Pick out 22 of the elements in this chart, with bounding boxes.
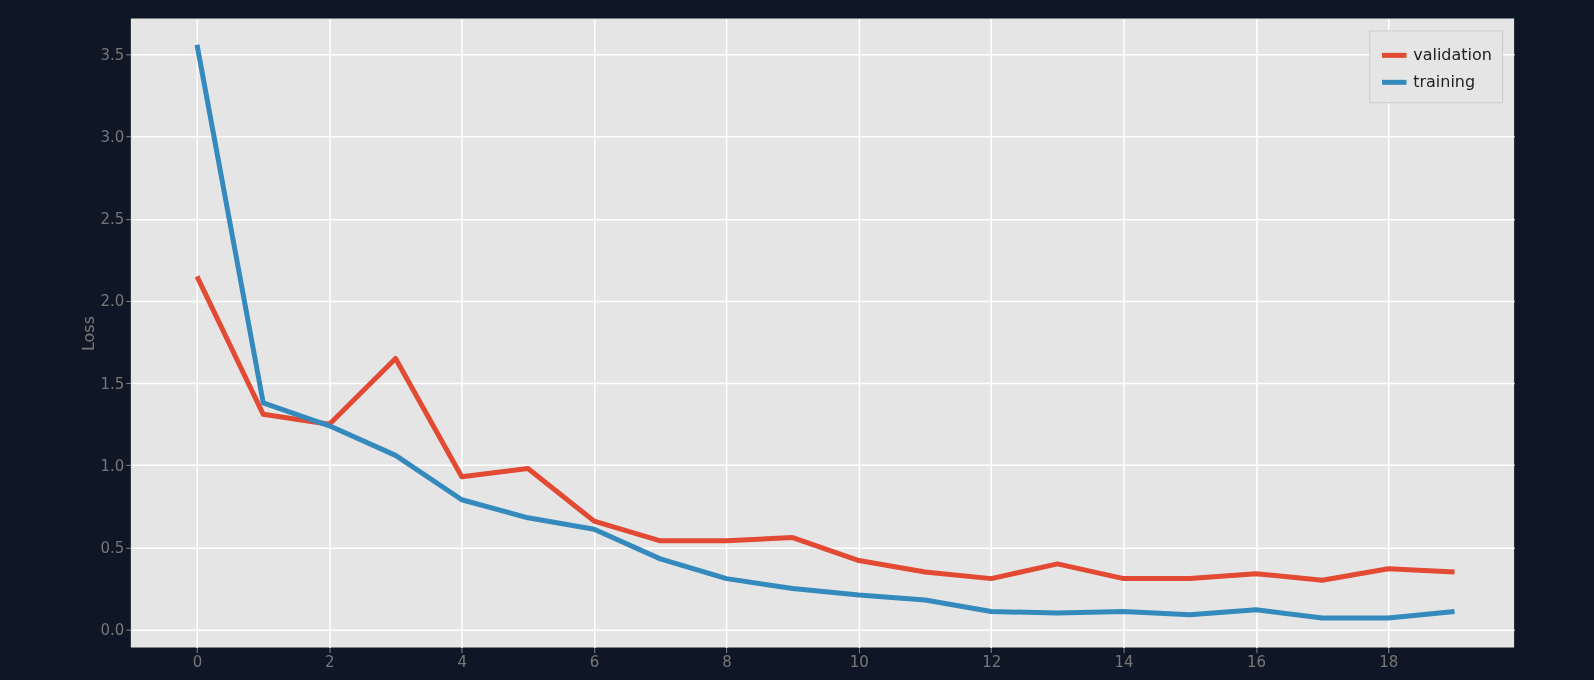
y-tick-label: 0.5 xyxy=(100,538,125,557)
y-axis-title: Loss xyxy=(78,315,98,352)
y-tick-label: 1.5 xyxy=(100,374,125,393)
y-tick-label: 1.0 xyxy=(100,456,125,475)
x-tick-label: 4 xyxy=(457,653,468,672)
y-tick-label: 3.0 xyxy=(100,128,125,147)
x-tick-label: 18 xyxy=(1379,653,1399,672)
x-tick-label: 12 xyxy=(982,653,1002,672)
y-tick-label: 0.0 xyxy=(100,621,125,640)
x-tick-label: 0 xyxy=(192,653,203,672)
x-tick-label: 16 xyxy=(1246,653,1267,672)
x-tick-label: 6 xyxy=(589,653,600,672)
y-tick-label: 2.5 xyxy=(100,210,125,229)
legend-label: training xyxy=(1413,72,1476,92)
x-tick-label: 8 xyxy=(722,653,732,672)
x-tick-label: 10 xyxy=(849,653,869,672)
x-tick-label: 2 xyxy=(325,653,335,672)
legend-label: validation xyxy=(1413,45,1492,65)
x-tick-label: 14 xyxy=(1114,653,1134,672)
y-tick-label: 2.0 xyxy=(100,292,125,311)
y-tick-label: 3.5 xyxy=(100,46,125,65)
line-series xyxy=(194,273,1458,583)
